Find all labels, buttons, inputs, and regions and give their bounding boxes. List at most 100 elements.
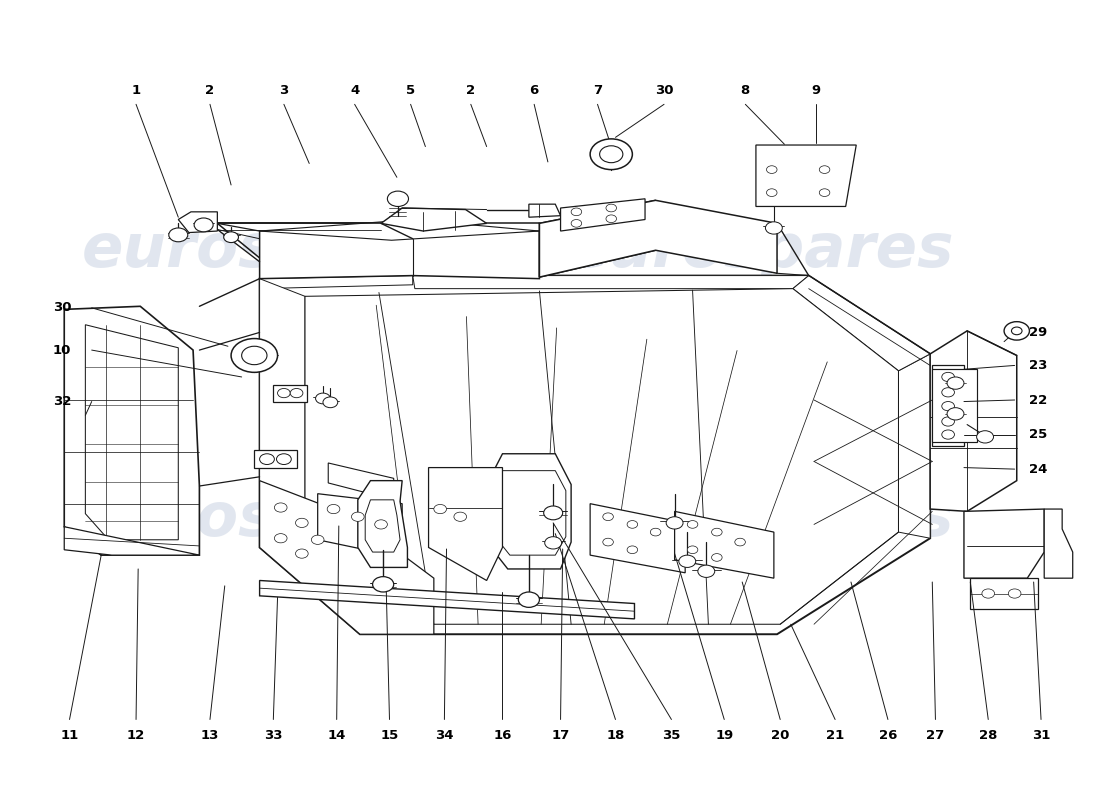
Circle shape	[735, 538, 746, 546]
Polygon shape	[273, 385, 307, 402]
Circle shape	[231, 338, 277, 372]
Circle shape	[352, 512, 364, 522]
Polygon shape	[970, 578, 1038, 609]
Polygon shape	[86, 325, 178, 540]
Text: 13: 13	[201, 729, 219, 742]
Circle shape	[571, 208, 582, 216]
Circle shape	[606, 204, 616, 212]
Polygon shape	[318, 494, 403, 558]
Polygon shape	[495, 470, 565, 555]
Polygon shape	[64, 526, 199, 555]
Circle shape	[274, 503, 287, 512]
Polygon shape	[964, 509, 1044, 578]
Circle shape	[1004, 322, 1030, 340]
Circle shape	[600, 146, 623, 162]
Text: 5: 5	[406, 84, 415, 97]
Text: 1: 1	[132, 84, 141, 97]
Polygon shape	[931, 331, 1016, 511]
Polygon shape	[756, 145, 856, 206]
Text: 9: 9	[812, 84, 821, 97]
Text: 16: 16	[493, 729, 512, 742]
Polygon shape	[590, 504, 685, 573]
Polygon shape	[260, 275, 931, 634]
Polygon shape	[254, 450, 297, 467]
Text: 28: 28	[979, 729, 998, 742]
Polygon shape	[933, 370, 977, 442]
Polygon shape	[486, 454, 571, 569]
Polygon shape	[260, 231, 539, 278]
Circle shape	[977, 430, 993, 443]
Polygon shape	[561, 198, 645, 231]
Text: 31: 31	[1032, 729, 1050, 742]
Text: 14: 14	[328, 729, 345, 742]
Circle shape	[518, 592, 539, 607]
Circle shape	[311, 535, 324, 544]
Circle shape	[712, 528, 722, 536]
Circle shape	[274, 534, 287, 543]
Text: 18: 18	[606, 729, 625, 742]
Circle shape	[290, 389, 303, 398]
Circle shape	[942, 402, 955, 410]
Circle shape	[627, 521, 638, 528]
Circle shape	[1012, 327, 1022, 334]
Circle shape	[820, 166, 829, 174]
Polygon shape	[1044, 509, 1072, 578]
Circle shape	[375, 520, 387, 529]
Text: 6: 6	[529, 84, 539, 97]
Text: eurospares: eurospares	[568, 221, 955, 280]
Circle shape	[688, 546, 697, 554]
Text: 33: 33	[264, 729, 283, 742]
Circle shape	[606, 215, 616, 222]
Circle shape	[603, 538, 614, 546]
Polygon shape	[539, 200, 777, 277]
Text: 32: 32	[53, 395, 72, 408]
Text: 2: 2	[466, 84, 475, 97]
Text: eurospares: eurospares	[82, 490, 469, 549]
Circle shape	[697, 565, 715, 578]
Text: 20: 20	[771, 729, 790, 742]
Polygon shape	[260, 581, 635, 619]
Circle shape	[296, 518, 308, 527]
Circle shape	[982, 589, 994, 598]
Circle shape	[627, 546, 638, 554]
Circle shape	[688, 521, 697, 528]
Text: 26: 26	[879, 729, 898, 742]
Circle shape	[942, 430, 955, 439]
Circle shape	[571, 219, 582, 227]
Circle shape	[767, 189, 777, 197]
Text: 21: 21	[826, 729, 844, 742]
Text: 23: 23	[1028, 359, 1047, 372]
Polygon shape	[529, 204, 561, 218]
Circle shape	[766, 222, 782, 234]
Circle shape	[1009, 589, 1021, 598]
Text: 22: 22	[1028, 394, 1047, 406]
Circle shape	[296, 549, 308, 558]
Text: 25: 25	[1028, 428, 1047, 441]
Circle shape	[242, 346, 267, 365]
Circle shape	[223, 232, 239, 242]
Circle shape	[277, 389, 290, 398]
Circle shape	[650, 528, 661, 536]
Polygon shape	[178, 212, 218, 233]
Polygon shape	[429, 467, 503, 581]
Circle shape	[323, 397, 338, 408]
Circle shape	[603, 513, 614, 521]
Text: 29: 29	[1028, 326, 1047, 339]
Polygon shape	[933, 366, 964, 446]
Polygon shape	[539, 200, 656, 277]
Circle shape	[387, 191, 408, 206]
Circle shape	[947, 377, 964, 390]
Text: 19: 19	[715, 729, 734, 742]
Polygon shape	[429, 502, 476, 534]
Circle shape	[454, 512, 466, 522]
Polygon shape	[260, 481, 433, 634]
Polygon shape	[358, 481, 407, 567]
Circle shape	[168, 228, 188, 242]
Circle shape	[327, 505, 340, 514]
Circle shape	[260, 454, 274, 465]
Circle shape	[820, 189, 829, 197]
Polygon shape	[64, 306, 199, 555]
Circle shape	[544, 537, 562, 549]
Circle shape	[194, 218, 213, 232]
Circle shape	[942, 388, 955, 397]
